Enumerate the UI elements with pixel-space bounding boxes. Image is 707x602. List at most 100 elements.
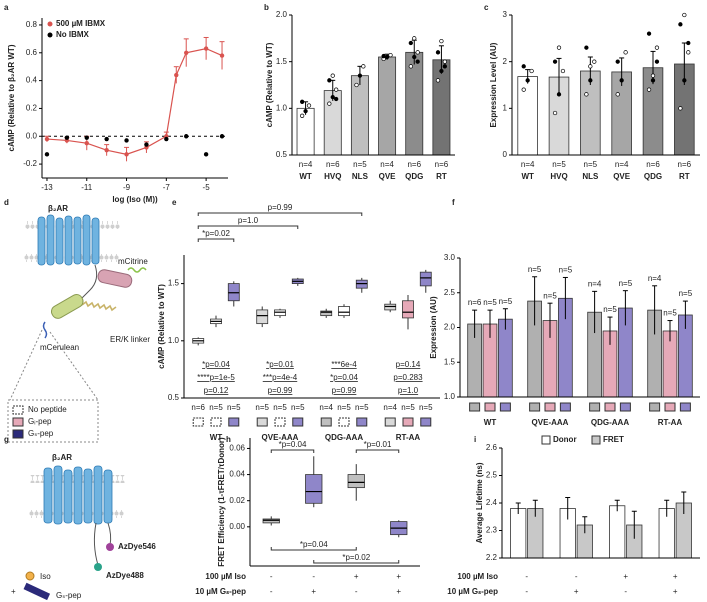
y-axis-label: cAMP (Relative to WT) (157, 284, 166, 369)
x-tick-label: NLS (582, 172, 599, 181)
row-value: - (312, 572, 315, 581)
y-tick-label: 1.0 (168, 336, 180, 345)
x-tick-label: QVE-AAA (262, 433, 299, 442)
point (412, 54, 417, 60)
point (623, 50, 628, 55)
bracket (270, 547, 357, 551)
point (556, 45, 562, 50)
panel-label: d (4, 198, 9, 207)
legend-box (7, 399, 99, 443)
condition-icon (256, 417, 268, 427)
y-tick-label: 1 (503, 103, 508, 112)
y-tick-label: 0 (503, 150, 508, 159)
point (650, 73, 656, 78)
n-label: n=4 (615, 160, 629, 169)
condition-icon (604, 402, 616, 412)
point (615, 59, 620, 64)
point (584, 92, 589, 97)
n-label: n=5 (227, 403, 241, 412)
row-value: - (270, 587, 273, 596)
row-label: 10 µM Gₛ-pep (195, 587, 246, 596)
box (262, 518, 280, 524)
point (334, 87, 339, 92)
fluorophore-label: mCitrine (118, 257, 148, 266)
n-label: n=6 (435, 160, 449, 169)
bar (510, 508, 527, 559)
row-label: 100 µM Iso (457, 572, 498, 581)
row-label: 10 µM Gₛ-pep (447, 587, 498, 596)
diagram-g: g β₂AR AzDye546 AzDye488 Iso + Gₛ-pep (4, 435, 156, 601)
n-label: n=5 (603, 305, 617, 314)
n-label: n=5 (255, 403, 269, 412)
condition-icon (420, 417, 432, 427)
point (588, 78, 593, 83)
point (654, 45, 660, 50)
y-tick-label: 0.4 (26, 76, 38, 85)
point (84, 141, 89, 146)
point (104, 147, 109, 153)
n-label: n=4 (383, 403, 397, 412)
panel-label: e (172, 198, 177, 207)
box (402, 300, 414, 319)
p-label: *p=0.04 (330, 373, 358, 382)
point (303, 108, 308, 114)
point (327, 78, 332, 83)
bar (378, 56, 397, 156)
bar (432, 59, 451, 156)
point (556, 92, 562, 97)
x-tick-label: QVE (379, 172, 397, 181)
point (357, 73, 363, 78)
p-label: p=0.99 (332, 386, 357, 395)
condition-icon (484, 402, 496, 412)
row-value: - (525, 587, 528, 596)
y-tick-label: 2.0 (444, 323, 456, 332)
point (203, 152, 209, 157)
n-label: n=6 (191, 403, 205, 412)
point (686, 50, 691, 55)
condition-icon (356, 417, 368, 427)
legend-label: No IBMX (56, 30, 90, 39)
p-label: *p=0.01 (266, 360, 294, 369)
x-tick-label: RT-AA (396, 433, 421, 442)
condition-icon (274, 417, 286, 427)
point (619, 78, 624, 83)
condition-icon (499, 402, 511, 412)
bracket (313, 560, 400, 564)
point (174, 72, 179, 78)
point (44, 136, 50, 142)
x-tick-label: QVE-AAA (532, 418, 569, 427)
y-tick-label: 2.2 (486, 553, 498, 562)
row-value: + (354, 572, 359, 581)
y-tick-label: 1.5 (444, 357, 456, 366)
p-label: p=0.14 (396, 360, 421, 369)
point (678, 106, 683, 111)
point (415, 50, 420, 55)
row-value: + (673, 572, 678, 581)
linker (81, 300, 117, 312)
dye-label: AzDye488 (106, 571, 144, 580)
point (384, 54, 390, 60)
n-label: n=4 (588, 279, 602, 288)
panel-label: h (226, 435, 231, 444)
point (435, 78, 441, 83)
x-tick-label: QDG (405, 172, 423, 181)
point (682, 12, 687, 18)
legend-marker (47, 21, 53, 27)
x-tick-label: QDG-AAA (325, 433, 363, 442)
membrane (25, 221, 120, 229)
n-label: n=5 (584, 160, 598, 169)
legend-icon (12, 417, 24, 427)
p-label: p=1.0 (398, 386, 419, 395)
y-axis-label: cAMP (Relative to β₂AR WT) (7, 44, 16, 151)
condition-icon (192, 417, 204, 427)
point (439, 38, 444, 44)
y-tick-label: 2.3 (486, 526, 498, 535)
point (381, 53, 386, 59)
fit-line (46, 47, 223, 155)
y-axis-label: Expression (AU) (429, 296, 438, 359)
point (330, 94, 335, 100)
bracket (197, 212, 363, 216)
row-value: - (575, 572, 578, 581)
condition-icon (679, 402, 691, 412)
point (334, 96, 339, 102)
